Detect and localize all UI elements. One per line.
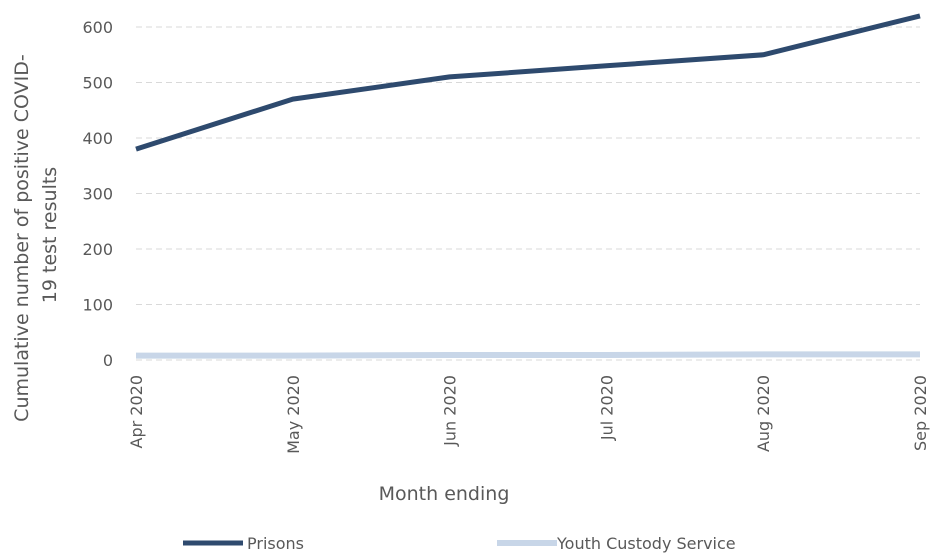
- x-tick-label-5: Aug 2020: [754, 375, 773, 452]
- y-tick-label-400: 400: [82, 129, 113, 148]
- x-tick-label-6: Sep 2020: [911, 375, 930, 451]
- y-axis-title-line-1: Cumulative number of positive COVID-: [11, 54, 33, 422]
- gridlines: [136, 26, 920, 361]
- x-axis: Apr 2020 May 2020 Jun 2020 Jul 2020 Aug 2020…: [127, 375, 930, 454]
- x-tick-label-1: Apr 2020: [127, 375, 146, 448]
- y-axis: 0 100 200 300 400 500 600: [82, 18, 113, 370]
- legend-item-2: Youth Custody Service: [497, 534, 736, 553]
- series-line-2: [136, 351, 920, 359]
- series-lines: [135, 13, 921, 359]
- y-tick-label-500: 500: [82, 74, 113, 93]
- x-axis-title: Month ending: [379, 483, 510, 505]
- y-axis-title: Cumulative number of positive COVID- 19 …: [11, 48, 61, 422]
- x-tick-label-4: Jul 2020: [597, 375, 616, 441]
- x-tick-label-2: May 2020: [284, 375, 303, 454]
- legend: Prisons Youth Custody Service: [183, 534, 736, 553]
- y-tick-label-100: 100: [82, 296, 113, 315]
- series-line-1: [135, 13, 921, 152]
- x-tick-label-3: Jun 2020: [441, 375, 460, 447]
- y-tick-label-300: 300: [82, 185, 113, 204]
- legend-label-2: Youth Custody Service: [556, 534, 736, 553]
- y-tick-label-200: 200: [82, 240, 113, 259]
- y-axis-title-line-2: 19 test results: [39, 167, 61, 303]
- legend-label-1: Prisons: [247, 534, 304, 553]
- y-tick-label-0: 0: [103, 351, 113, 370]
- y-tick-label-600: 600: [82, 18, 113, 37]
- legend-item-1: Prisons: [183, 534, 304, 553]
